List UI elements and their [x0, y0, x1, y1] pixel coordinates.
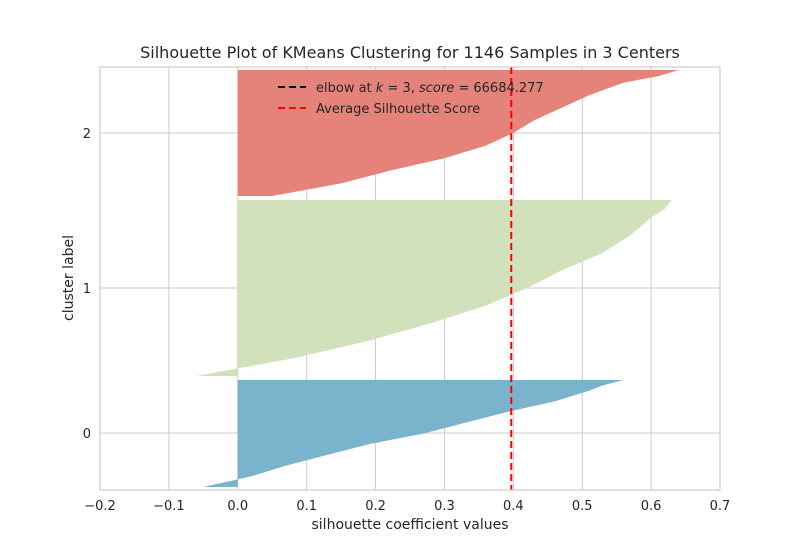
x-tick-label: 0.5 [572, 499, 593, 514]
cluster-areas [196, 70, 679, 487]
chart-title: Silhouette Plot of KMeans Clustering for… [140, 43, 680, 62]
x-axis-label: silhouette coefficient values [312, 517, 509, 533]
cluster-2-silhouette-area [237, 70, 679, 196]
cluster-1-silhouette-area [196, 200, 672, 376]
x-tick-labels: −0.2 −0.1 0.0 0.1 0.2 0.3 0.4 0.5 0.6 0.7 [84, 499, 730, 514]
y-axis-label: cluster label [61, 235, 77, 321]
legend-elbow-label: elbow at k = 3, score = 66684.277 [316, 81, 544, 96]
cluster-0-silhouette-area [203, 380, 624, 487]
x-tick-label: −0.2 [84, 499, 116, 514]
legend-elbow-eq: = 3, [383, 81, 419, 96]
legend-elbow-value: = 66684.277 [454, 81, 543, 96]
plot-frame [99, 66, 721, 491]
plot-area [99, 66, 721, 491]
legend-elbow-prefix: elbow at [316, 81, 376, 96]
legend-elbow-score: score [419, 81, 454, 96]
y-tick-labels: 0 1 2 [83, 127, 91, 442]
y-tick-label: 2 [83, 127, 91, 142]
x-tick-label: 0.1 [296, 499, 317, 514]
x-tick-label: 0.4 [503, 499, 524, 514]
legend: elbow at k = 3, score = 66684.277 Averag… [278, 81, 544, 117]
x-tick-label: −0.1 [153, 499, 185, 514]
x-tick-label: 0.3 [434, 499, 455, 514]
x-tick-label: 0.7 [710, 499, 731, 514]
x-tick-label: 0.6 [641, 499, 662, 514]
legend-average-label: Average Silhouette Score [316, 102, 480, 117]
legend-elbow-k: k [376, 81, 384, 96]
x-tick-label: 0.0 [227, 499, 248, 514]
x-tick-label: 0.2 [365, 499, 386, 514]
y-tick-label: 1 [83, 282, 91, 297]
y-tick-label: 0 [83, 427, 91, 442]
